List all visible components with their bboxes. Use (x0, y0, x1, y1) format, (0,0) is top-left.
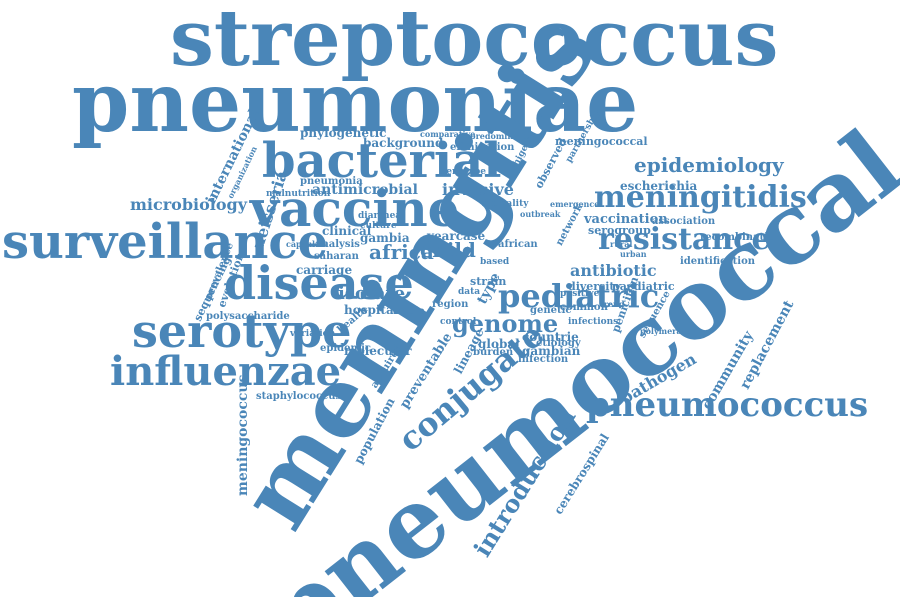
word-molecular: molecular (344, 344, 412, 358)
word-gambia: gambia (360, 231, 410, 245)
word-child: child (420, 238, 476, 262)
word-clinical: clinical (322, 224, 372, 238)
word-diversity: diversity (568, 280, 621, 293)
word-african: african (498, 239, 538, 250)
word-trend: trend (600, 299, 625, 309)
word-whole: whole (392, 306, 425, 317)
word-surveillance: surveillance (2, 214, 329, 270)
word-diarrhea: diarrhea (358, 211, 402, 221)
word-disease: disease (224, 256, 414, 310)
word-serotype: serotype (132, 304, 352, 358)
word-polymerase: polymerase (640, 326, 692, 336)
word-variation: variation (290, 329, 336, 339)
word-urban: urban (620, 249, 647, 259)
word-gambian: gambian (522, 344, 581, 358)
word-meningitidis: meningitidis (594, 180, 807, 215)
word-epidemic: epidemic (320, 343, 371, 354)
word-elimination: elimination (450, 142, 515, 153)
word-serogroup: serogroup (588, 224, 651, 237)
word-staphylococcus: staphylococcus (256, 391, 342, 402)
word-common: common (560, 302, 608, 313)
word-based: based (480, 257, 510, 267)
word-background: background (363, 136, 444, 150)
word-control: control (440, 317, 477, 327)
word-outbreak: outbreak (520, 209, 561, 219)
word-infections: infections (568, 317, 619, 327)
word-etiology: etiology (536, 338, 581, 349)
word-emergence: emergence (550, 199, 600, 209)
word-region: region (432, 299, 469, 310)
word-comparative: comparative (420, 129, 476, 139)
word-pneumonia: pneumonia (300, 176, 363, 187)
word-strain: strain (470, 275, 507, 288)
word-meningococcus: meningococcus (235, 374, 251, 497)
word-antibiotic: antibiotic (570, 261, 657, 280)
word-predominant: predominant (470, 131, 528, 141)
word-genetic: genetic (530, 305, 572, 316)
word-identification: identification (680, 256, 756, 267)
word-isolate: isolate (338, 283, 406, 304)
word-analysis: analysis (315, 239, 360, 250)
word-saharan: saharan (314, 251, 359, 262)
word-vaccination: vaccination (584, 212, 668, 227)
word-genome: genome (452, 309, 559, 338)
word-positive: positive (560, 289, 600, 299)
word-vaccine: vaccine (250, 179, 460, 238)
word-escherichia: escherichia (620, 179, 698, 193)
word-resistance: resistance (598, 222, 771, 257)
word-association: association (652, 216, 716, 227)
word-recombination: recombination (700, 232, 782, 243)
word-culture: culture (360, 221, 397, 231)
word-pneumococcus: pneumococcus (586, 385, 869, 425)
word-africa: africa (369, 240, 434, 264)
word-global: global (478, 337, 520, 351)
word-bacterial: bacterial (262, 133, 502, 189)
word-mortality: mortality (482, 199, 529, 209)
word-yearcase: yearcase (427, 229, 486, 243)
word-microbiology: microbiology (130, 195, 248, 214)
word-epidemiology: epidemiology (634, 153, 784, 177)
word-streptococcus: streptococcus (170, 0, 779, 84)
word-polysaccharide: polysaccharide (206, 311, 290, 322)
word-infection: infection (518, 354, 569, 365)
word-data: data (458, 287, 481, 297)
word-paediatric: paediatric (612, 280, 675, 293)
word-phylogenetic: phylogenetic (300, 126, 387, 140)
word-influenzae: influenzae (110, 348, 342, 395)
word-capsular: capsular (286, 239, 325, 249)
word-hospital: hospital (344, 303, 399, 317)
word-pediatric: pediatric (498, 277, 660, 315)
word-invasive: invasive (442, 180, 514, 199)
word-rural: rural (610, 239, 633, 249)
word-antimicrobial: antimicrobial (312, 182, 418, 198)
word-malnutrition: malnutrition (266, 189, 331, 199)
word-pneumoniae: pneumoniae (72, 55, 639, 151)
word-meningococcal: meningococcal (555, 135, 648, 148)
word-burden: burden (473, 347, 514, 358)
word-countrie: countrie (522, 330, 579, 344)
word-carriage: carriage (296, 263, 353, 277)
word-genotype: genotype (440, 167, 486, 177)
